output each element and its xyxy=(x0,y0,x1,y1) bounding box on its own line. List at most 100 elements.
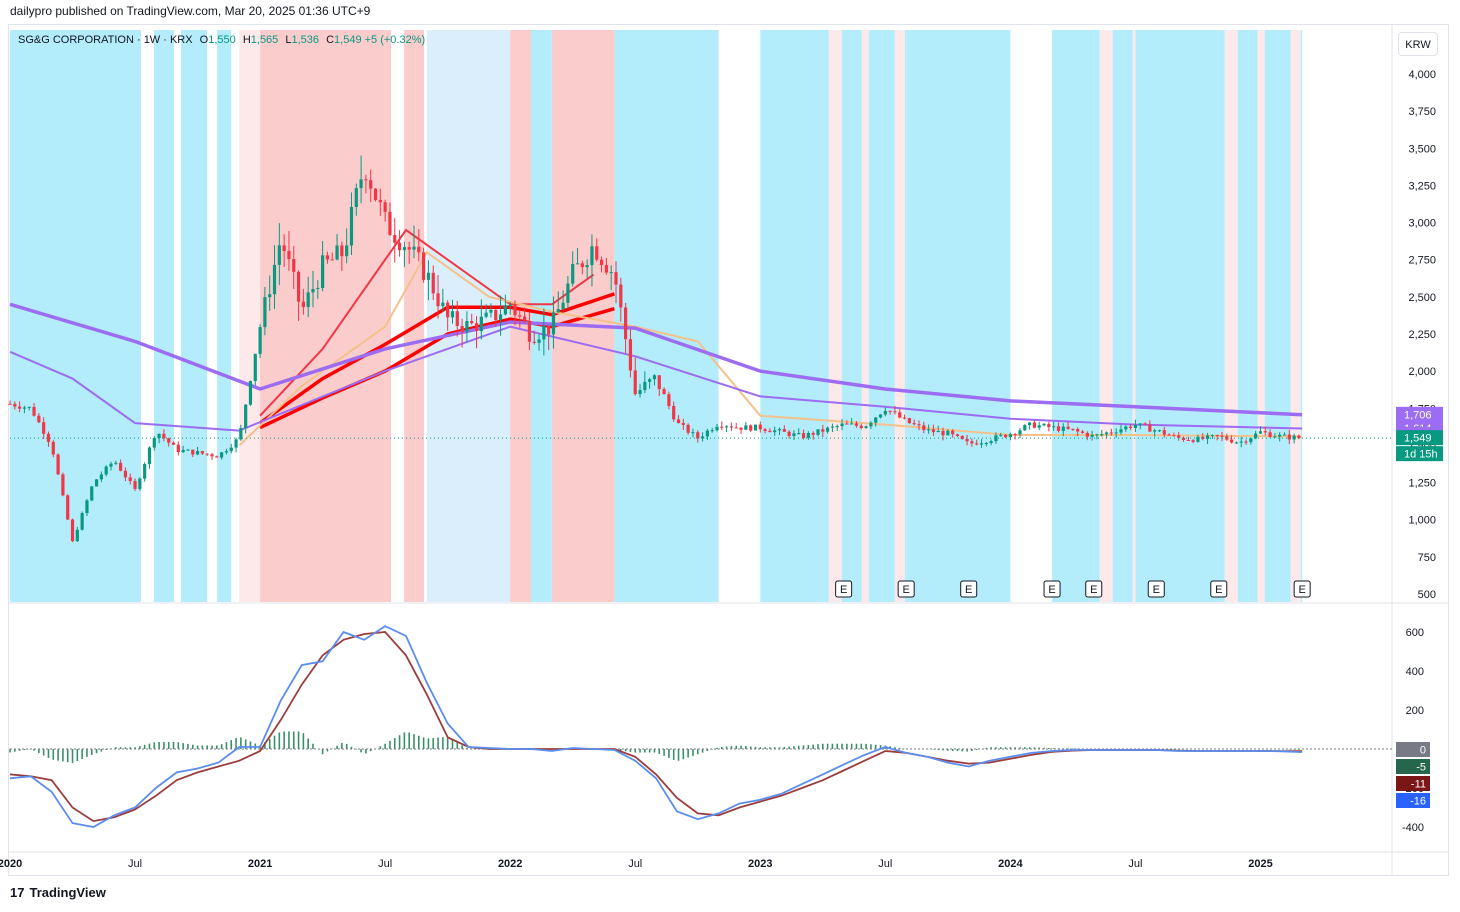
candle-body[interactable] xyxy=(325,255,330,260)
candle-body[interactable] xyxy=(1273,436,1277,438)
candle-body[interactable] xyxy=(590,246,594,266)
candle-body[interactable] xyxy=(301,301,305,308)
candle-body[interactable] xyxy=(292,259,296,272)
candle-body[interactable] xyxy=(37,415,41,423)
candle-body[interactable] xyxy=(902,417,907,419)
earnings-marker-icon[interactable] xyxy=(1043,580,1061,598)
candle-body[interactable] xyxy=(1056,426,1061,431)
candle-body[interactable] xyxy=(99,474,103,480)
candle-body[interactable] xyxy=(157,433,161,439)
candle-body[interactable] xyxy=(734,427,738,429)
candle-body[interactable] xyxy=(652,375,657,380)
candle-body[interactable] xyxy=(883,410,887,415)
candle-body[interactable] xyxy=(489,309,493,313)
candle-body[interactable] xyxy=(436,293,440,307)
candle-body[interactable] xyxy=(133,480,137,489)
candle-body[interactable] xyxy=(412,246,416,250)
candle-body[interactable] xyxy=(1003,434,1008,438)
candle-body[interactable] xyxy=(431,272,435,294)
candle-body[interactable] xyxy=(523,316,527,322)
candle-body[interactable] xyxy=(1148,424,1152,432)
candle-body[interactable] xyxy=(888,410,892,412)
candle-body[interactable] xyxy=(556,309,560,313)
candle-body[interactable] xyxy=(494,309,498,321)
candle-body[interactable] xyxy=(1287,434,1291,440)
candle-body[interactable] xyxy=(171,442,176,445)
candle-body[interactable] xyxy=(335,245,339,260)
candle-body[interactable] xyxy=(1153,430,1157,432)
candle-body[interactable] xyxy=(878,414,883,418)
candle-body[interactable] xyxy=(989,441,993,444)
candle-body[interactable] xyxy=(90,486,94,501)
candle-body[interactable] xyxy=(1037,425,1041,428)
candle-body[interactable] xyxy=(681,423,685,425)
candle-body[interactable] xyxy=(946,430,950,436)
candle-body[interactable] xyxy=(56,454,60,475)
candle-body[interactable] xyxy=(426,272,431,280)
candle-body[interactable] xyxy=(1114,432,1118,434)
candle-body[interactable] xyxy=(316,287,320,289)
candle-body[interactable] xyxy=(970,441,974,444)
candle-body[interactable] xyxy=(1254,433,1258,439)
candle-body[interactable] xyxy=(1076,429,1080,432)
candle-body[interactable] xyxy=(662,389,666,395)
candle-body[interactable] xyxy=(422,252,426,280)
currency-button[interactable]: KRW xyxy=(1398,32,1438,56)
candle-body[interactable] xyxy=(941,430,945,436)
candle-body[interactable] xyxy=(450,311,455,318)
candle-body[interactable] xyxy=(1008,434,1012,438)
candle-body[interactable] xyxy=(465,321,469,333)
candle-body[interactable] xyxy=(498,314,503,321)
candle-body[interactable] xyxy=(619,284,623,308)
candle-body[interactable] xyxy=(61,474,65,496)
candle-body[interactable] xyxy=(181,449,185,452)
candle-body[interactable] xyxy=(349,206,354,246)
candle-body[interactable] xyxy=(1013,434,1017,436)
candle-body[interactable] xyxy=(518,315,522,317)
candle-body[interactable] xyxy=(215,456,219,458)
candle-body[interactable] xyxy=(1230,439,1234,443)
candle-body[interactable] xyxy=(614,272,618,285)
candle-body[interactable] xyxy=(628,339,633,371)
candle-body[interactable] xyxy=(1263,431,1267,433)
candle-body[interactable] xyxy=(1028,422,1032,426)
candle-body[interactable] xyxy=(898,412,902,418)
tradingview-footer[interactable]: 17 TradingView xyxy=(10,885,106,900)
candle-body[interactable] xyxy=(66,495,70,520)
candle-body[interactable] xyxy=(542,325,546,340)
candle-body[interactable] xyxy=(599,259,604,266)
candle-body[interactable] xyxy=(1138,423,1142,425)
candle-body[interactable] xyxy=(1090,434,1094,437)
candle-body[interactable] xyxy=(1292,435,1296,440)
candle-body[interactable] xyxy=(1129,426,1133,428)
candle-body[interactable] xyxy=(936,430,940,433)
candle-body[interactable] xyxy=(1162,430,1166,435)
candle-body[interactable] xyxy=(186,449,190,451)
candle-body[interactable] xyxy=(672,406,676,420)
candle-body[interactable] xyxy=(109,463,113,467)
candle-body[interactable] xyxy=(1196,436,1200,442)
candle-body[interactable] xyxy=(1018,430,1022,435)
candle-body[interactable] xyxy=(220,452,224,458)
candle-body[interactable] xyxy=(566,283,570,303)
candle-body[interactable] xyxy=(460,325,464,333)
candle-body[interactable] xyxy=(758,424,762,430)
candle-body[interactable] xyxy=(854,423,859,426)
candle-body[interactable] xyxy=(1297,435,1301,439)
candle-body[interactable] xyxy=(1220,435,1224,437)
candle-body[interactable] xyxy=(869,422,873,427)
candle-body[interactable] xyxy=(402,247,406,251)
candle-body[interactable] xyxy=(167,438,171,443)
candle-body[interactable] xyxy=(979,443,984,445)
candle-body[interactable] xyxy=(104,466,108,475)
candle-body[interactable] xyxy=(296,271,301,302)
candle-body[interactable] xyxy=(1177,435,1181,438)
candle-body[interactable] xyxy=(1133,424,1138,428)
candle-body[interactable] xyxy=(407,247,411,250)
candle-body[interactable] xyxy=(975,443,979,445)
candle-body[interactable] xyxy=(1104,432,1109,435)
candle-body[interactable] xyxy=(874,417,878,423)
candle-body[interactable] xyxy=(80,513,84,530)
candle-body[interactable] xyxy=(1167,434,1171,436)
